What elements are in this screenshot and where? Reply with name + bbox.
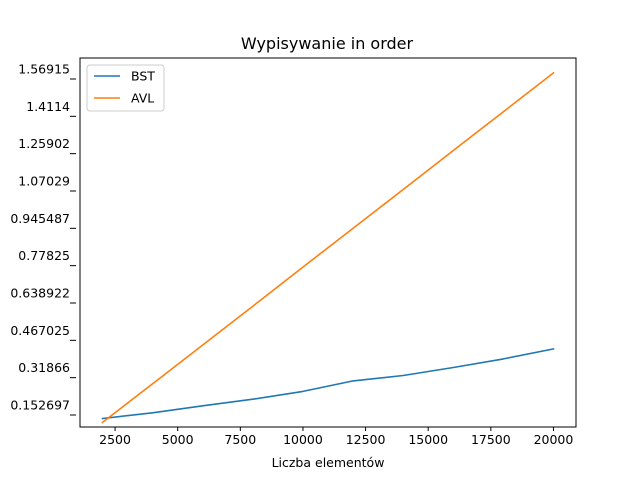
x-axis-label: Liczba elementów: [272, 455, 385, 470]
legend: BST AVL: [86, 64, 165, 112]
x-tick-label: 20000: [534, 432, 574, 447]
y-tick-label: 0.77825: [18, 248, 70, 263]
plot-area: [101, 71, 555, 424]
x-tick-label: 15000: [408, 432, 448, 447]
x-tick-label: 17500: [471, 432, 511, 447]
axes-frame: [79, 57, 577, 428]
series-line-avl: [101, 71, 555, 424]
y-tick-label: 0.152697: [10, 398, 70, 413]
y-axis: 0.152697 0.31866 0.467025 0.638922 0.77825 0.…: [10, 62, 76, 416]
y-tick-label: 0.467025: [10, 323, 70, 338]
y-tick-label: 1.07029: [18, 174, 70, 189]
x-tick-label: 5000: [162, 432, 194, 447]
x-tick-label: 2500: [99, 432, 131, 447]
y-tick-label: 0.945487: [10, 211, 70, 226]
x-tick-label: 7500: [224, 432, 256, 447]
y-tick-label: 1.56915: [18, 62, 70, 77]
series-line-bst: [101, 347, 555, 420]
x-axis: 2500 5000 7500 10000 12500 15000 17500 20000: [99, 427, 573, 447]
y-tick-label: 0.638922: [10, 286, 70, 301]
x-tick-label: 12500: [346, 432, 386, 447]
y-tick-label: 1.25902: [18, 136, 70, 151]
legend-label-bst: BST: [131, 69, 155, 84]
legend-label-avl: AVL: [131, 91, 154, 106]
chart-title: Wypisywanie in order: [241, 34, 414, 53]
y-tick-label: 1.4114: [26, 99, 70, 114]
y-tick-label: 0.31866: [18, 360, 70, 375]
x-tick-label: 10000: [283, 432, 323, 447]
